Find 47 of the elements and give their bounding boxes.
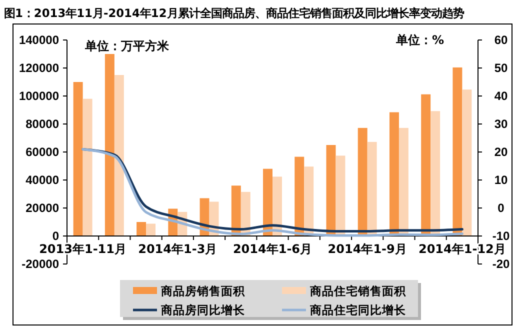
bar [367, 142, 377, 236]
bar [104, 54, 114, 236]
bar [272, 176, 282, 236]
chart-title: 图1：2013年11月-2014年12月累计全国商品房、商品住宅销售面积及同比增长率变动趋势 [4, 6, 464, 20]
bar [336, 156, 346, 236]
y2-tick-label: 10 [494, 173, 508, 188]
bar [462, 90, 472, 236]
y2-tick-label: 60 [494, 33, 508, 48]
y2-tick-label: 20 [494, 145, 508, 160]
y2-tick-label: 40 [494, 89, 508, 104]
y2-tick-label: 30 [494, 117, 508, 132]
y2-tick-label: 50 [494, 61, 508, 76]
legend-label: 商品住宅销售面积 [309, 284, 407, 298]
bar [82, 98, 92, 236]
bar [73, 82, 83, 236]
bar [326, 145, 336, 236]
annotation: 单位：万平方米 [84, 39, 170, 53]
bar [430, 111, 440, 236]
x-tick-label: 2014年1-3月 [138, 242, 218, 256]
y-tick-label: 140000 [18, 33, 60, 48]
y-tick-label: 60000 [26, 145, 60, 160]
bar [263, 168, 272, 236]
bar [358, 128, 368, 236]
y2-tick-label: -10 [492, 229, 510, 244]
bar [304, 166, 314, 236]
y-tick-label: 20000 [26, 201, 60, 216]
y-tick-label: 100000 [18, 89, 60, 104]
x-tick-label: 2014年1-9月 [328, 242, 407, 256]
bar [294, 156, 304, 236]
x-tick-label: 2014年1-6月 [232, 242, 312, 256]
y-tick-label: 120000 [18, 61, 60, 76]
y-tick-label: 0 [52, 229, 60, 244]
y-tick-label: -20000 [22, 257, 60, 272]
y2-tick-label: 0 [498, 201, 505, 216]
y-tick-label: 80000 [26, 117, 60, 132]
annotation: 单位：% [394, 33, 444, 47]
legend-label: 商品房销售面积 [160, 284, 246, 298]
y-tick-label: 40000 [26, 173, 60, 188]
bar [136, 222, 146, 236]
legend-label: 商品住宅同比增长 [309, 303, 407, 318]
bar [146, 224, 156, 236]
y2-tick-label: -20 [492, 257, 510, 272]
legend-label: 商品房同比增长 [160, 303, 246, 318]
bar [452, 67, 462, 236]
bar [421, 94, 431, 236]
bar [389, 112, 399, 236]
bar [114, 75, 124, 236]
